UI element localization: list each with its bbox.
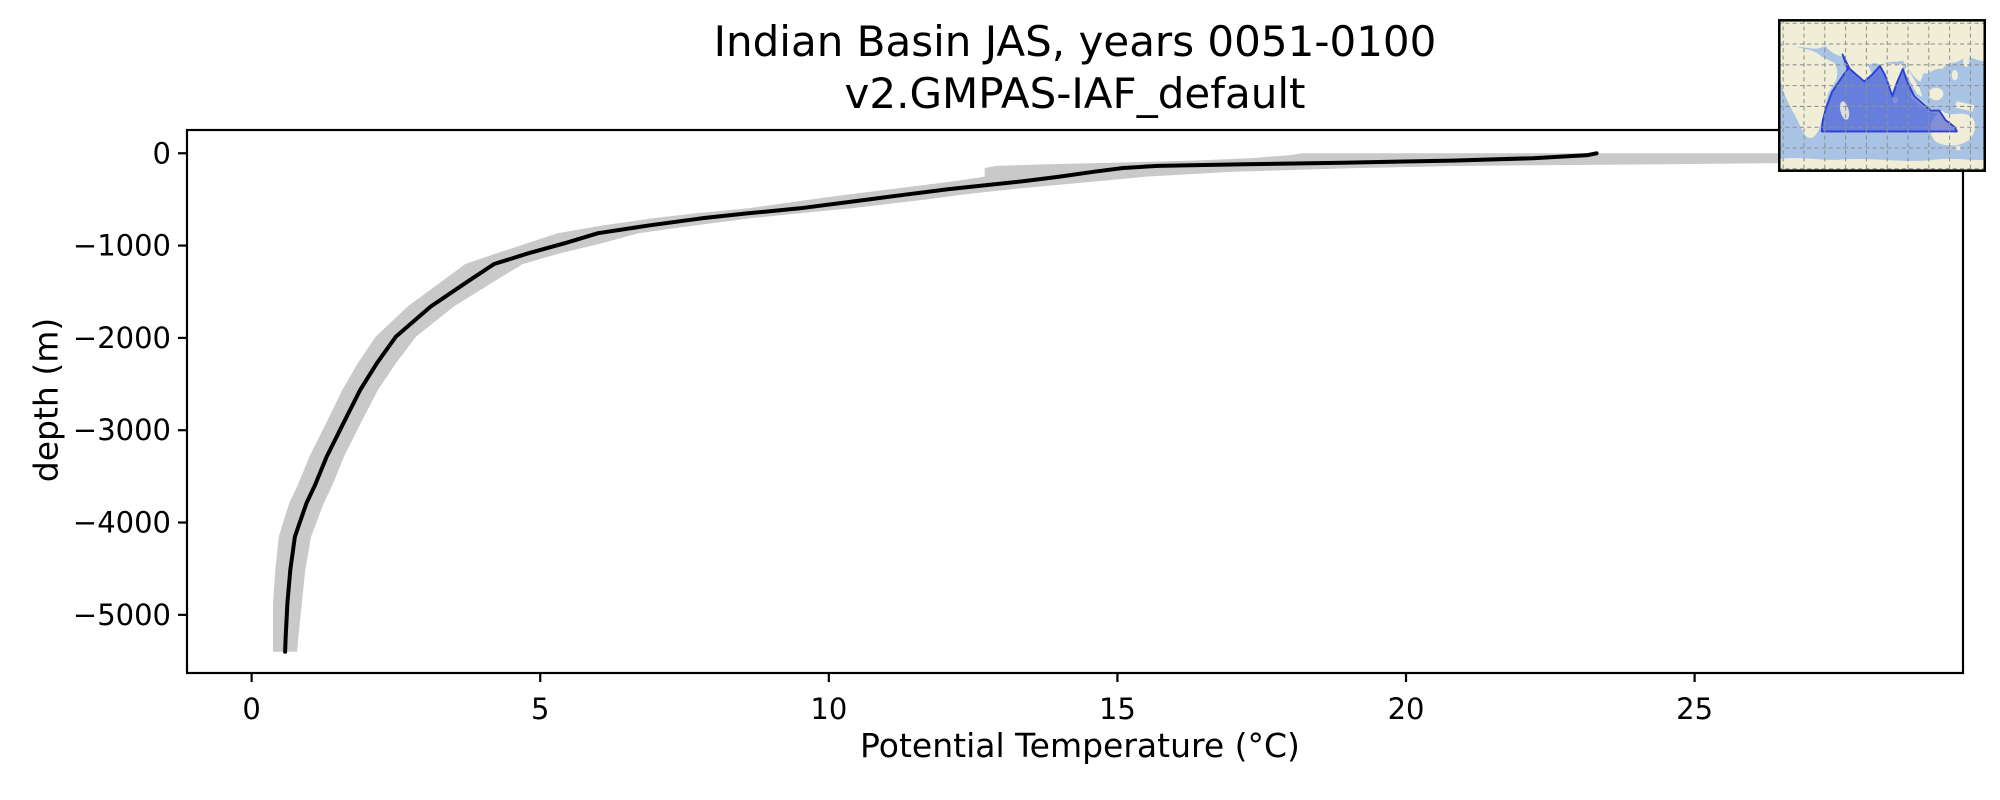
- y-tick-label: −1000: [73, 229, 171, 263]
- y-tick-label: −3000: [73, 413, 171, 447]
- x-tick-label: 20: [1388, 692, 1425, 726]
- inset-indochina: [1903, 66, 1923, 98]
- mean-profile-line: [283, 151, 1599, 654]
- inset-philippines: [1951, 70, 1958, 81]
- inset-graticule: [1778, 19, 1986, 172]
- inset-india: [1878, 62, 1904, 95]
- y-axis-label: depth (m): [26, 317, 66, 483]
- inset-africa: [1778, 46, 1838, 138]
- inset-arabia: [1842, 52, 1872, 82]
- inset-frame: [1778, 19, 1986, 172]
- x-tick-label: 10: [810, 692, 847, 726]
- x-tick-label: 0: [242, 692, 260, 726]
- x-tick-label: 15: [1099, 692, 1136, 726]
- std-band-area: [273, 153, 1894, 652]
- inset-new-guinea: [1954, 101, 1975, 112]
- inset-eurasia: [1778, 19, 1986, 82]
- inset-borneo: [1928, 87, 1944, 101]
- inset-tasmania: [1954, 145, 1962, 151]
- y-tick-label: −4000: [73, 506, 171, 540]
- chart-title-line1: Indian Basin JAS, years 0051-0100: [713, 17, 1437, 66]
- x-tick-label: 5: [531, 692, 549, 726]
- axes-spines: [185, 128, 1965, 675]
- y-tick-label: −5000: [73, 598, 171, 632]
- inset-japan: [1963, 54, 1970, 67]
- region-inset-map: [1778, 19, 1986, 172]
- x-axis-label: Potential Temperature (°C): [860, 726, 1300, 765]
- y-tick-label: 0: [153, 136, 171, 170]
- chart-title: Indian Basin JAS, years 0051-0100 v2.GMP…: [714, 16, 1437, 120]
- y-tick-label: −2000: [73, 321, 171, 355]
- x-tick-label: 25: [1676, 692, 1713, 726]
- chart-title-line2: v2.GMPAS-IAF_default: [844, 69, 1306, 119]
- inset-indian-basin-region: [1820, 53, 1958, 133]
